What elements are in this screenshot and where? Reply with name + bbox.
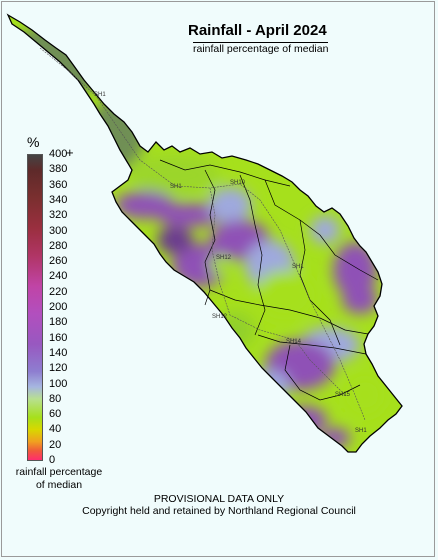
legend-tick-label: 40: [49, 423, 62, 436]
legend-tick-label: 0: [49, 454, 56, 466]
footer: PROVISIONAL DATA ONLY Copyright held and…: [0, 493, 438, 517]
legend-color-bar: [27, 154, 43, 461]
legend-tick-label: 240: [49, 270, 68, 283]
legend-tick-label: 200: [49, 301, 68, 313]
legend-tick-label: 100: [49, 377, 68, 390]
road-label: SH12: [212, 314, 228, 320]
legend-tick-label: 280: [49, 239, 68, 252]
legend-tick-label: 300: [49, 224, 68, 237]
state-highways: [39, 47, 366, 421]
legend-tick-label: 320: [49, 209, 68, 222]
road-label: SH1: [292, 264, 304, 270]
legend-tick-label: 380: [49, 163, 68, 176]
legend-caption: rainfall percentage of median: [4, 466, 114, 492]
map-title: Rainfall - April 2024: [188, 22, 327, 39]
road-label: SH1: [355, 428, 367, 434]
provisional-note: PROVISIONAL DATA ONLY: [153, 493, 285, 505]
road-label: SH15: [335, 392, 351, 398]
legend-tick-label: 20: [49, 438, 62, 451]
road-labels: SH1 SH1 SH10 SH12 SH1 SH12 SH14 SH15 SH1: [94, 92, 367, 434]
road-label: SH1: [94, 92, 106, 98]
road-label: SH12: [216, 255, 232, 261]
road-label: SH14: [286, 339, 302, 345]
road-label: SH1: [170, 184, 182, 190]
legend-tick-label: 60: [49, 408, 62, 421]
legend-tick-label: 260: [49, 255, 68, 268]
legend-caption-line1: rainfall percentage: [15, 466, 103, 478]
legend-tick-label: 140: [49, 346, 68, 359]
legend-tick-label: 220: [49, 285, 68, 298]
legend-tick-label: 360: [49, 178, 68, 191]
legend-tick-label: 400: [49, 148, 68, 160]
legend-plus: +: [66, 145, 74, 160]
legend-tick-label: 120: [49, 362, 68, 375]
legend-tick-label: 340: [49, 193, 68, 206]
legend-tick-label: 180: [49, 316, 68, 329]
district-boundaries: [159, 159, 379, 401]
map-subtitle: rainfall percentage of median: [193, 42, 329, 55]
legend-tick-label: 160: [49, 331, 68, 344]
legend-unit: %: [27, 134, 40, 150]
copyright-note: Copyright held and retained by Northland…: [82, 505, 356, 517]
legend-tick-label: 80: [49, 392, 62, 405]
legend-caption-line2: of median: [35, 479, 83, 491]
road-label: SH10: [230, 180, 246, 186]
